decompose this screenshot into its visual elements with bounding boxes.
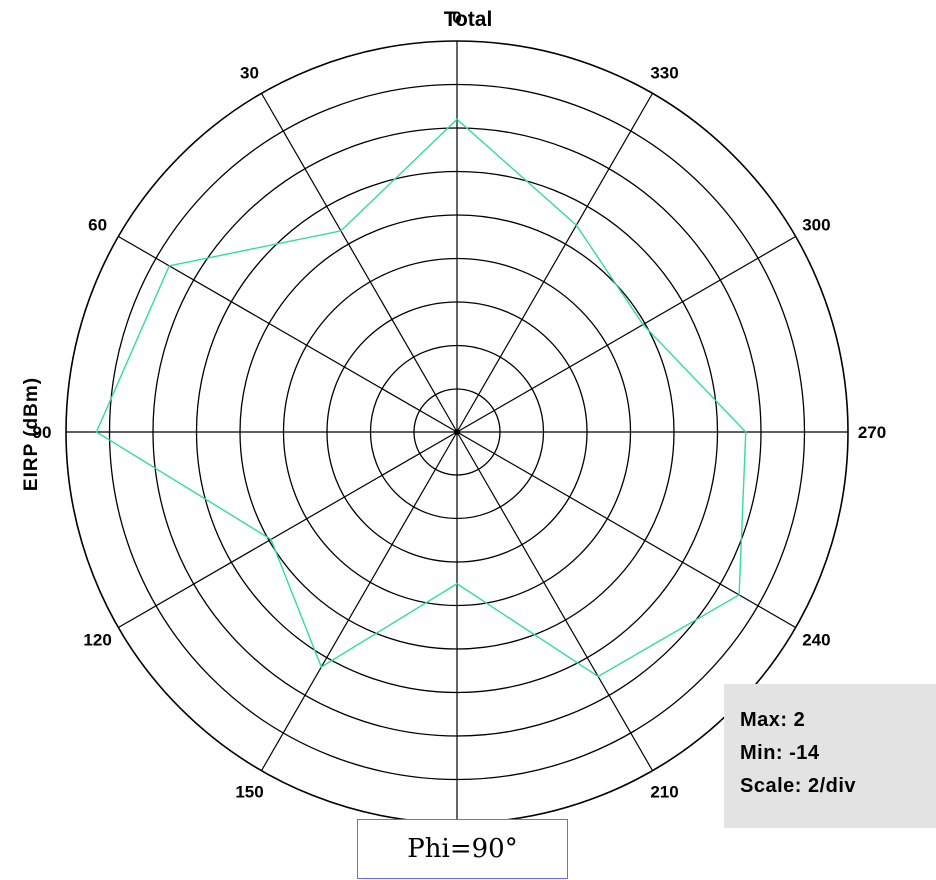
grid-spoke-300 [456,235,796,433]
series-layer [95,118,747,678]
angle-label-120: 120 [83,631,111,650]
angle-label-0: 0 [452,8,461,27]
angle-labels: 0306090120150180210240270300330 [33,8,887,857]
angle-label-90: 90 [33,423,52,442]
stat-min: Min: -14 [740,742,820,764]
angle-label-30: 30 [240,64,259,83]
angle-label-330: 330 [650,64,678,83]
grid-spoke-120 [118,431,458,629]
angle-label-240: 240 [802,631,830,650]
angle-label-300: 300 [802,216,830,235]
grid-spoke-150 [260,431,458,771]
stats-box: Max: 2 Min: -14 Scale: 2/div [724,684,936,828]
stat-max: Max: 2 [740,709,806,731]
grid-spoke-60 [118,235,458,433]
phi-caption: Phi=90° [357,819,568,879]
series-line-0 [95,118,747,678]
chart-title: Total [443,8,493,31]
grid-spokes [66,41,848,823]
grid-spoke-330 [456,93,654,433]
angle-label-210: 210 [650,782,678,801]
angle-label-150: 150 [235,782,263,801]
grid-spoke-30 [260,93,458,433]
grid-spoke-210 [456,431,654,771]
angle-label-270: 270 [858,423,886,442]
stat-scale: Scale: 2/div [740,775,857,797]
center-dot [454,429,460,435]
angle-label-60: 60 [88,216,107,235]
